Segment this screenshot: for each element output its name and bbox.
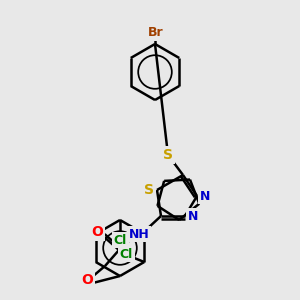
Text: S: S [163, 148, 173, 162]
Text: O: O [91, 225, 103, 239]
Text: N: N [200, 190, 210, 202]
Text: N: N [188, 209, 198, 223]
Text: O: O [81, 273, 93, 287]
Text: Cl: Cl [120, 248, 133, 260]
Text: NH: NH [129, 227, 149, 241]
Text: Cl: Cl [113, 233, 127, 247]
Text: S: S [144, 183, 154, 197]
Text: Br: Br [148, 26, 164, 40]
